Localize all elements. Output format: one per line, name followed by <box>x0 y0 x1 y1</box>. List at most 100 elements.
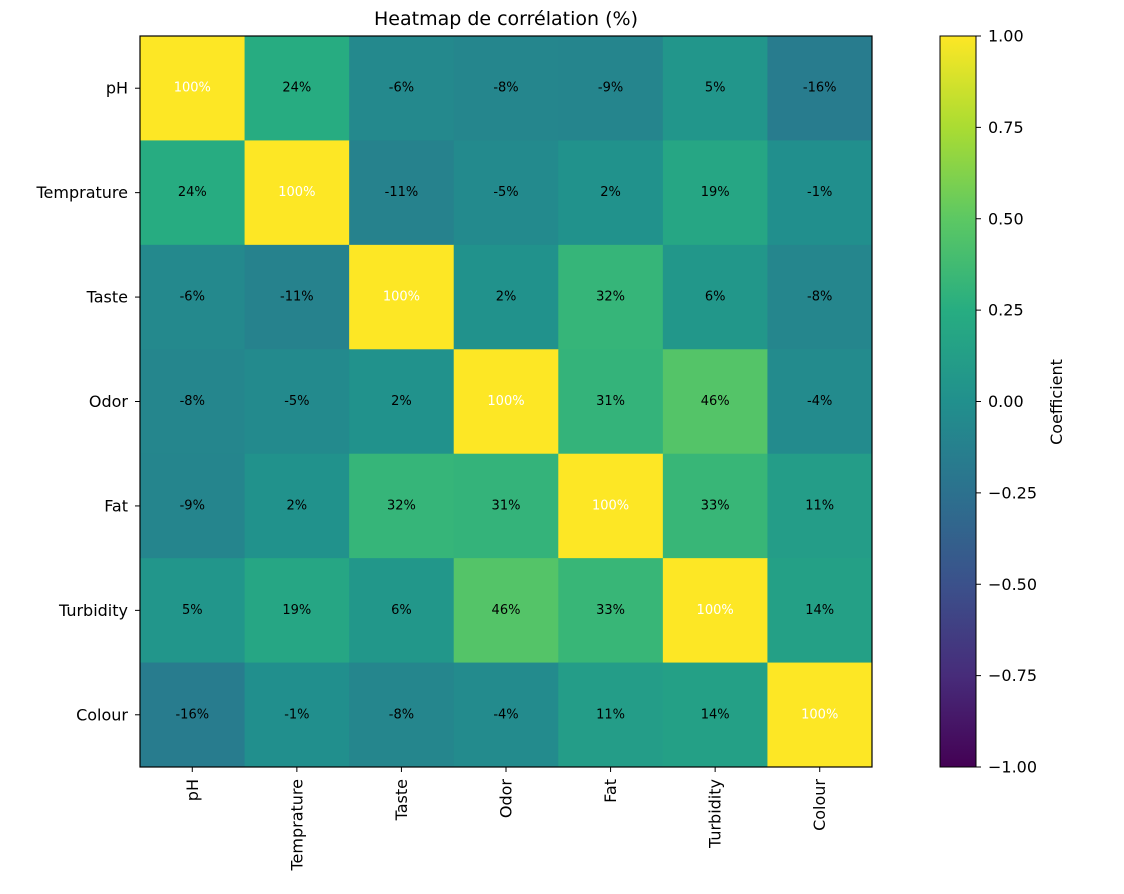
heatmap-cell <box>349 244 455 350</box>
heatmap-cell <box>558 140 664 246</box>
colorbar-tick-label: −0.50 <box>988 575 1037 594</box>
cell-value-label: 46% <box>492 603 521 618</box>
heatmap-cell <box>662 140 768 246</box>
heatmap-cell <box>453 349 559 455</box>
heatmap-cell <box>453 453 559 559</box>
cell-value-label: 100% <box>487 394 524 409</box>
cell-value-label: 32% <box>596 290 625 305</box>
colorbar: 1.00 0.75 0.50 0.25 0.00 −0.25 −0.50 −0.75 −1.00… <box>939 27 1066 777</box>
heatmap-cell <box>662 349 768 455</box>
x-tick-label: Taste <box>392 779 411 821</box>
chart-title: Heatmap de corrélation (%) <box>374 8 638 30</box>
heatmap-cell <box>662 662 768 768</box>
heatmap-cell <box>453 36 559 141</box>
cell-value-label: -16% <box>803 81 837 96</box>
colorbar-tick-label: 0.75 <box>988 118 1024 137</box>
heatmap-cell <box>662 36 768 141</box>
cell-value-label: 32% <box>387 498 416 513</box>
cell-value-label: -11% <box>280 290 314 305</box>
cell-value-label: -9% <box>598 81 623 96</box>
heatmap-cell <box>453 140 559 246</box>
cell-value-label: -5% <box>493 185 518 200</box>
colorbar-ticks: 1.00 0.75 0.50 0.25 0.00 −0.25 −0.50 −0.75 −1.00 <box>976 27 1037 777</box>
cell-value-label: 6% <box>705 290 726 305</box>
y-tick-label: pH <box>106 79 128 98</box>
heatmap-cell <box>453 244 559 350</box>
cell-value-label: 31% <box>492 498 521 513</box>
heatmap-cell <box>662 244 768 350</box>
heatmap-cell <box>349 349 455 455</box>
cell-value-label: 100% <box>383 290 420 305</box>
heatmap-cell <box>349 453 455 559</box>
heatmap-cell <box>558 662 664 768</box>
cell-value-label: 11% <box>596 707 625 722</box>
cell-value-label: 2% <box>600 185 621 200</box>
y-tick-label: Taste <box>86 288 128 307</box>
cell-value-label: 19% <box>701 185 730 200</box>
heatmap-cell <box>662 453 768 559</box>
heatmap-cell <box>767 558 873 664</box>
x-tick-label: pH <box>183 779 202 801</box>
cell-value-label: 100% <box>278 185 315 200</box>
heatmap-cell <box>140 349 246 455</box>
heatmap-cell <box>244 558 350 664</box>
cell-value-label: 2% <box>287 498 308 513</box>
heatmap-cell <box>453 558 559 664</box>
heatmap-cell <box>244 349 350 455</box>
cell-value-label: -8% <box>493 81 518 96</box>
heatmap-cell <box>453 662 559 768</box>
cell-value-label: 31% <box>596 394 625 409</box>
colorbar-tick-label: −0.75 <box>988 666 1037 685</box>
heatmap-cell <box>558 349 664 455</box>
heatmap-cell <box>558 244 664 350</box>
heatmap-cell <box>349 662 455 768</box>
cell-value-label: -8% <box>180 394 205 409</box>
cell-value-label: -9% <box>180 498 205 513</box>
cell-value-label: 11% <box>805 498 834 513</box>
cell-value-label: -6% <box>389 81 414 96</box>
cell-value-label: -6% <box>180 290 205 305</box>
cell-value-label: -8% <box>807 290 832 305</box>
heatmap-cell <box>349 36 455 141</box>
colorbar-tick-label: 0.25 <box>988 301 1024 320</box>
y-tick-label: Turbidity <box>58 601 128 620</box>
cell-value-label: 14% <box>701 707 730 722</box>
x-tick-label: Colour <box>810 779 829 831</box>
x-tick-label: Turbidity <box>706 779 725 849</box>
heatmap-cell <box>767 349 873 455</box>
cell-value-label: -5% <box>284 394 309 409</box>
colorbar-tick-label: 0.00 <box>988 392 1024 411</box>
colorbar-label: Coefficient <box>1047 359 1066 445</box>
heatmap-cell <box>140 36 246 141</box>
heatmap-cell <box>140 558 246 664</box>
heatmap-cell <box>767 453 873 559</box>
heatmap-cell <box>558 558 664 664</box>
colorbar-tick-label: −0.25 <box>988 483 1037 502</box>
cell-value-label: 5% <box>705 81 726 96</box>
y-tick-label: Fat <box>104 496 128 515</box>
cell-value-label: -1% <box>284 707 309 722</box>
cell-value-label: -16% <box>175 707 209 722</box>
cell-value-label: -8% <box>389 707 414 722</box>
colorbar-gradient <box>939 35 977 768</box>
cell-value-label: 6% <box>391 603 412 618</box>
cell-value-label: 100% <box>174 81 211 96</box>
cell-value-label: -11% <box>385 185 419 200</box>
heatmap-cell <box>662 558 768 664</box>
heatmap-cell <box>767 244 873 350</box>
heatmap-cell <box>558 453 664 559</box>
heatmap-cell <box>244 140 350 246</box>
cell-value-label: 33% <box>701 498 730 513</box>
y-axis: pH Temprature Taste Odor Fat Turbidity Colour <box>35 79 140 724</box>
heatmap-cell <box>349 558 455 664</box>
heatmap-cell <box>349 140 455 246</box>
y-tick-label: Colour <box>76 705 128 724</box>
heatmap-cell <box>244 244 350 350</box>
cell-value-label: 19% <box>282 603 311 618</box>
heatmap-cell <box>767 36 873 141</box>
heatmap-cell <box>244 662 350 768</box>
x-tick-label: Temprature <box>287 779 306 872</box>
cell-value-label: 2% <box>391 394 412 409</box>
cell-value-label: 46% <box>701 394 730 409</box>
